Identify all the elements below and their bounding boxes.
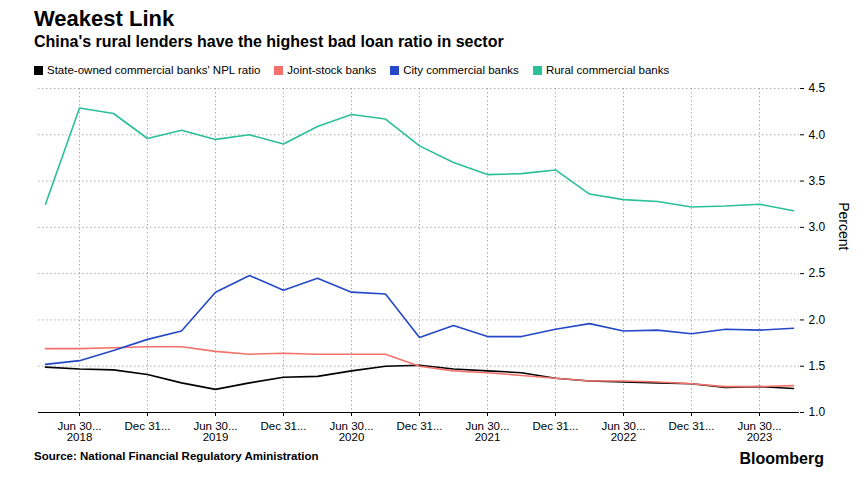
html-text:Rural commercial banks: Rural commercial banks: [545, 64, 670, 76]
svg-text:Jun 30...2020: Jun 30...2020: [329, 420, 373, 444]
html-text:Joint-stock banks: Joint-stock banks: [287, 64, 377, 76]
svg-text:3.5: 3.5: [809, 174, 826, 188]
svg-text:3.0: 3.0: [809, 220, 826, 234]
svg-text:Jun 30...2023: Jun 30...2023: [737, 420, 781, 444]
html-text:State-owned commercial banks': State-owned commercial banks' NPL ratio: [47, 64, 261, 76]
html-text:Weakest Link: Weakest Link: [34, 6, 175, 31]
svg-text:Dec 31...: Dec 31...: [124, 420, 170, 432]
svg-text:Dec 31...: Dec 31...: [532, 420, 578, 432]
svg-text:Jun 30...2018: Jun 30...2018: [57, 420, 101, 444]
html-text:Bloomberg: Bloomberg: [739, 450, 824, 467]
html-text:City commercial banks: City commercial banks: [403, 64, 519, 76]
html-text:Source: National Financial Reg: Source: National Financial Regulatory Am…: [34, 450, 319, 462]
svg-text:4.0: 4.0: [809, 128, 826, 142]
svg-text:Jun 30...2019: Jun 30...2019: [193, 420, 237, 444]
svg-text:Jun 30...2021: Jun 30...2021: [465, 420, 509, 444]
svg-text:Dec 31...: Dec 31...: [668, 420, 714, 432]
svg-text:Jun 30...2022: Jun 30...2022: [601, 420, 645, 444]
svg-text:Dec 31...: Dec 31...: [396, 420, 442, 432]
svg-text:1.0: 1.0: [809, 405, 826, 419]
svg-text:2.5: 2.5: [809, 266, 826, 280]
svg-text:4.5: 4.5: [809, 81, 826, 95]
svg-text:2.0: 2.0: [809, 313, 826, 327]
svg-text:1.5: 1.5: [809, 359, 826, 373]
svg-text:Dec 31...: Dec 31...: [260, 420, 306, 432]
html-text:China's rural lenders have the: China's rural lenders have the highest b…: [34, 33, 504, 50]
svg-text:Percent: Percent: [836, 202, 852, 250]
